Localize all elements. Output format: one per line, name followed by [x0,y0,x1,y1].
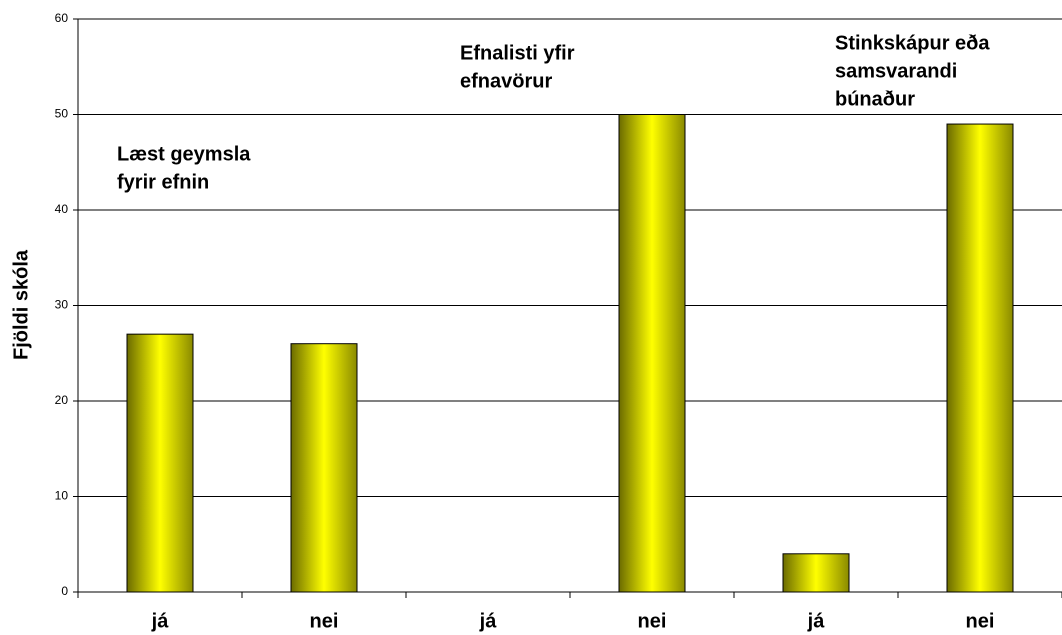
y-tick-label: 30 [55,298,69,312]
bar [618,114,686,593]
x-tick-label: nei [310,610,339,632]
y-axis-label: Fjöldi skóla [10,249,32,360]
y-tick-label: 60 [55,11,69,25]
y-tick-label: 10 [55,489,69,503]
annotation: Læst geymsla [117,143,251,165]
annotation: Efnalisti yfir [460,42,575,64]
annotation: búnaður [835,88,915,110]
bar [290,343,358,593]
y-tick-label: 50 [55,107,69,121]
annotation: fyrir efnin [117,171,209,193]
x-tick-label: já [807,610,826,632]
x-tick-label: já [151,610,170,632]
bar [946,123,1014,593]
y-tick-label: 20 [55,393,69,407]
x-tick-label: já [479,610,498,632]
y-tick-label: 0 [61,584,68,598]
bar [782,553,850,593]
annotation: samsvarandi [835,60,957,82]
annotation: Stinkskápur eða [835,32,990,54]
y-tick-label: 40 [55,202,69,216]
annotation: efnavörur [460,70,552,92]
x-tick-label: nei [966,610,995,632]
x-tick-label: nei [638,610,667,632]
bar [126,333,194,593]
